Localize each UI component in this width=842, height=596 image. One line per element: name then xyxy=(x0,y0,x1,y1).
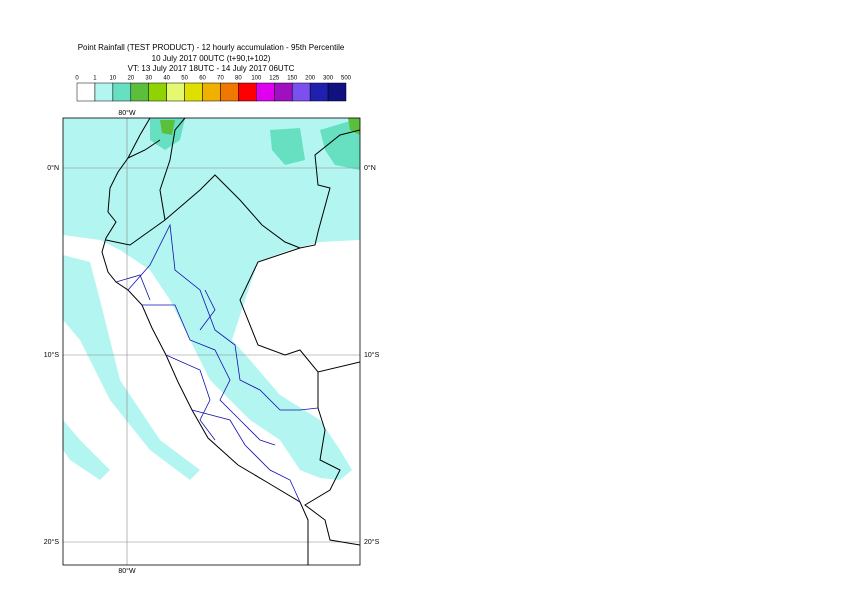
lat-label: 20°S xyxy=(364,538,380,546)
legend-label: 40 xyxy=(163,76,170,82)
rain-heavy xyxy=(320,118,360,170)
rain-ocean xyxy=(63,255,200,480)
legend-label: 80 xyxy=(235,76,242,82)
legend-swatch xyxy=(256,82,275,102)
legend-label: 70 xyxy=(217,76,224,82)
legend-label: 300 xyxy=(323,76,334,82)
map xyxy=(63,118,360,565)
legend-swatch xyxy=(76,82,96,102)
legend-swatch xyxy=(238,82,257,102)
legend-label: 50 xyxy=(181,76,188,82)
legend-swatch xyxy=(184,82,203,102)
legend-label: 100 xyxy=(251,76,262,82)
lat-label: 0°N xyxy=(364,164,376,172)
lat-label: 10°S xyxy=(364,351,380,359)
rain-heavy xyxy=(270,128,305,165)
title: Point Rainfall (TEST PRODUCT) - 12 hourl… xyxy=(78,43,345,52)
run-info: 10 July 2017 00UTC (t+90,t+102) xyxy=(152,54,271,63)
legend-label: 10 xyxy=(110,76,117,82)
legend-label: 30 xyxy=(145,76,152,82)
legend-swatch xyxy=(202,82,221,102)
legend-label: 200 xyxy=(305,76,316,82)
legend-swatch xyxy=(291,82,311,102)
legend-label: 1 xyxy=(93,76,97,82)
legend-label: 20 xyxy=(127,76,134,82)
legend-swatch xyxy=(130,82,149,102)
legend-swatch xyxy=(94,82,114,102)
lat-label: 0°N xyxy=(47,164,59,172)
validity: VT: 13 July 2017 18UTC - 14 July 2017 06… xyxy=(128,64,295,73)
map-frame xyxy=(62,117,361,566)
legend-label: 0 xyxy=(75,76,79,82)
legend-swatch xyxy=(112,82,132,102)
rain-ocean xyxy=(63,420,110,480)
legend-swatch xyxy=(166,82,185,102)
lat-label: 20°S xyxy=(44,538,60,546)
legend-swatch xyxy=(309,82,329,102)
lon-label: 80°W xyxy=(118,109,136,117)
country-border xyxy=(127,118,186,221)
lon-label: 80°W xyxy=(118,567,136,575)
country-border xyxy=(304,372,360,546)
legend: 0 1 10 20 30 40 50 60 70 80 100 125 150 200 300 500 xyxy=(75,76,352,102)
legend-label: 500 xyxy=(341,76,352,82)
legend-swatch xyxy=(327,82,347,102)
country-border xyxy=(239,247,360,373)
lat-label: 10°S xyxy=(44,351,60,359)
legend-swatch xyxy=(148,82,167,102)
rain-area xyxy=(63,118,360,480)
legend-label: 150 xyxy=(287,76,298,82)
region-border xyxy=(115,223,319,503)
country-border xyxy=(105,129,360,249)
coastline xyxy=(101,118,309,565)
legend-swatch xyxy=(220,82,239,102)
legend-swatch xyxy=(274,82,293,102)
legend-label: 60 xyxy=(199,76,206,82)
legend-label: 125 xyxy=(269,76,280,82)
